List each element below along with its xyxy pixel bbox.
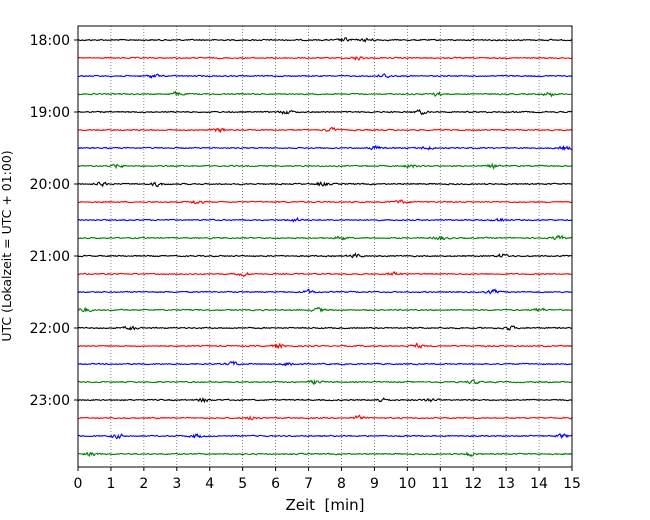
x-tick-label: 3 (172, 476, 181, 492)
x-tick-label: 6 (271, 476, 280, 492)
trace-2215 (77, 342, 573, 350)
x-tick-label: 12 (464, 476, 482, 492)
trace-1945 (77, 162, 573, 170)
trace-2000 (77, 180, 573, 188)
trace-2300 (77, 396, 573, 404)
y-tick-label: 20:00 (30, 177, 70, 193)
seismic-traces (77, 37, 573, 458)
trace-2100 (77, 252, 573, 259)
y-tick-label: 22:00 (30, 321, 70, 337)
y-axis: 18:00 19:00 20:00 21:00 22:00 23:00 (30, 33, 78, 409)
trace-2115 (77, 271, 573, 278)
trace-1915 (77, 126, 573, 134)
trace-1845 (77, 90, 573, 98)
trace-2245 (77, 378, 573, 386)
trace-1815 (77, 55, 573, 61)
x-tick-label: 15 (563, 476, 581, 492)
trace-2315 (77, 414, 573, 421)
trace-2030 (77, 216, 573, 223)
trace-1930 (77, 144, 573, 152)
y-tick-label: 18:00 (30, 33, 70, 49)
plot-background (78, 26, 572, 467)
y-tick-label: 23:00 (30, 393, 70, 409)
x-tick-label: 11 (431, 476, 449, 492)
y-axis-title: UTC (Lokalzeit = UTC + 01:00) (0, 150, 14, 341)
x-tick-label: 7 (304, 476, 313, 492)
trace-2130 (77, 288, 573, 295)
trace-2330 (77, 433, 573, 440)
x-tick-label: 13 (497, 476, 515, 492)
trace-2200 (77, 325, 573, 331)
x-tick-label: 5 (238, 476, 247, 492)
trace-2045 (77, 234, 573, 241)
y-tick-label: 21:00 (30, 249, 70, 265)
x-tick-label: 1 (106, 476, 115, 492)
x-tick-label: 8 (337, 476, 346, 492)
trace-2230 (77, 360, 573, 367)
trace-1800 (77, 37, 573, 43)
plot-frame (77, 25, 573, 468)
x-tick-label: 4 (205, 476, 214, 492)
trace-2145 (77, 306, 573, 313)
x-tick-label: 0 (74, 476, 83, 492)
x-tick-label: 10 (398, 476, 416, 492)
x-axis-title: Zeit [min] (285, 496, 364, 514)
x-axis: 0 1 2 3 4 5 6 7 8 9 10 11 12 13 14 15 (74, 467, 581, 492)
trace-1830 (77, 73, 573, 79)
trace-2345 (77, 451, 573, 458)
trace-1900 (77, 108, 573, 116)
trace-2015 (77, 199, 573, 205)
y-tick-label: 19:00 (30, 105, 70, 121)
x-tick-label: 9 (370, 476, 379, 492)
x-tick-label: 2 (139, 476, 148, 492)
x-tick-label: 14 (530, 476, 548, 492)
